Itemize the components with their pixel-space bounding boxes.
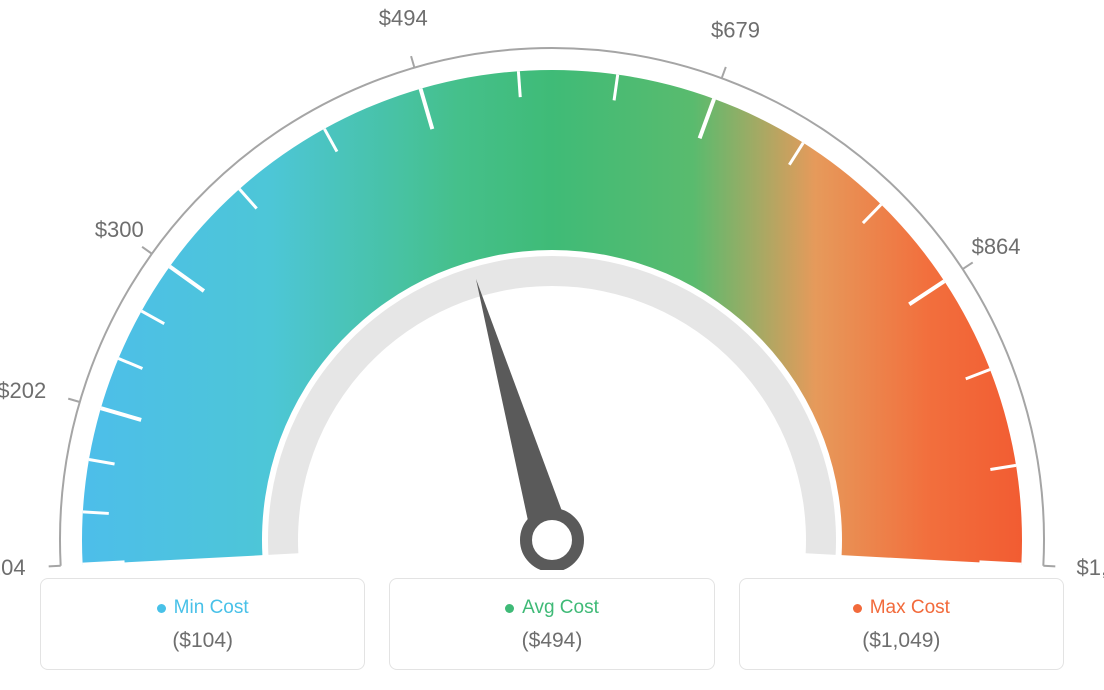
legend-card-min: Min Cost ($104) — [40, 578, 365, 670]
legend-title-text: Avg Cost — [522, 597, 599, 619]
legend-title-max: Max Cost — [853, 597, 950, 619]
tick-label: $679 — [711, 17, 760, 43]
legend-value-max: ($1,049) — [750, 629, 1053, 653]
tick-label: $300 — [95, 217, 144, 243]
gauge-container: $104$202$300$494$679$864$1,049 — [40, 10, 1064, 570]
legend-row: Min Cost ($104) Avg Cost ($494) Max Cost… — [40, 578, 1064, 670]
legend-title-min: Min Cost — [157, 597, 249, 619]
tick-label: $104 — [0, 555, 26, 581]
legend-title-text: Min Cost — [174, 597, 249, 619]
tick-label: $1,049 — [1077, 555, 1104, 581]
legend-card-avg: Avg Cost ($494) — [389, 578, 714, 670]
tick-label: $202 — [0, 378, 46, 404]
legend-card-max: Max Cost ($1,049) — [739, 578, 1064, 670]
tick-label: $864 — [972, 234, 1021, 260]
gauge-svg — [40, 10, 1064, 570]
legend-value-avg: ($494) — [400, 629, 703, 653]
legend-value-min: ($104) — [51, 629, 354, 653]
dot-icon — [853, 604, 862, 613]
dot-icon — [157, 604, 166, 613]
tick-label: $494 — [379, 6, 428, 32]
dot-icon — [505, 604, 514, 613]
legend-title-text: Max Cost — [870, 597, 950, 619]
legend-title-avg: Avg Cost — [505, 597, 599, 619]
